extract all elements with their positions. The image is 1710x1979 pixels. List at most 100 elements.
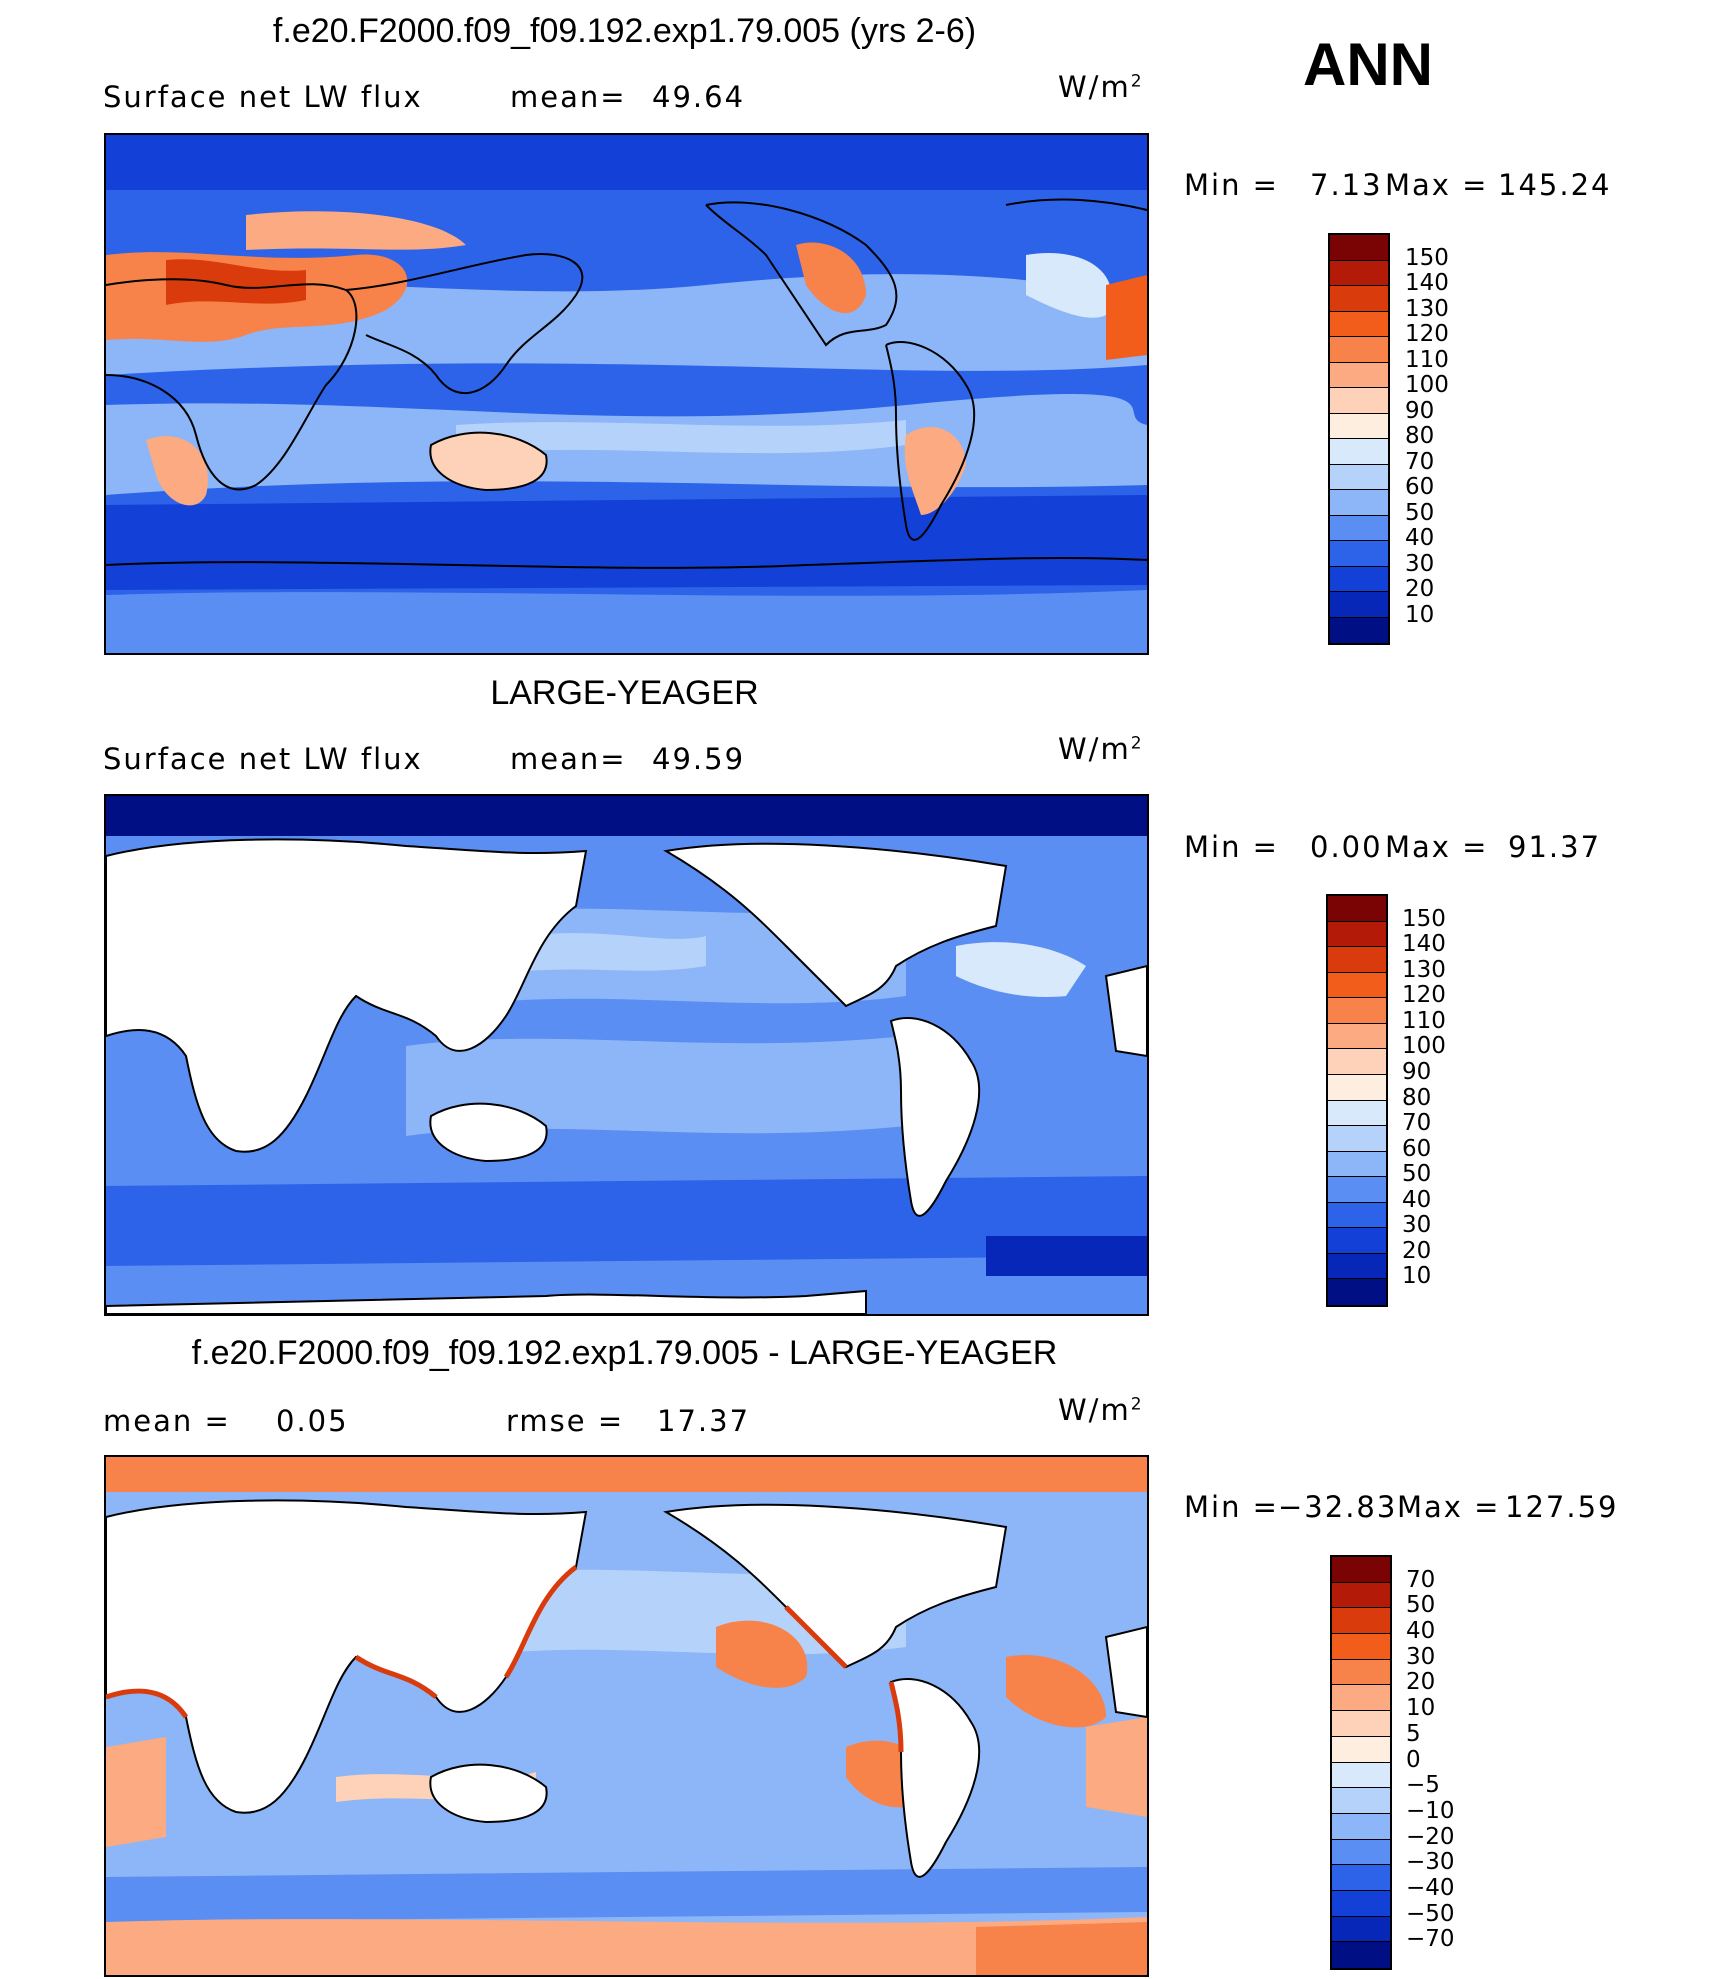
panel3-colorbar [1330, 1555, 1392, 1970]
panel1-min-label: Min = [1184, 168, 1279, 202]
colorbar-swatch [1328, 1151, 1386, 1178]
colorbar-swatch [1332, 1685, 1390, 1712]
colorbar-tick-label: 70 [1406, 1566, 1436, 1593]
colorbar-tick-label: −5 [1406, 1772, 1440, 1799]
colorbar-swatch [1332, 1634, 1390, 1660]
panel3-min-label: Min = [1184, 1490, 1279, 1524]
panel3-map [104, 1455, 1149, 1977]
panel3-title: f.e20.F2000.f09_f09.192.exp1.79.005 - LA… [191, 1334, 1058, 1372]
colorbar-swatch [1330, 617, 1388, 643]
colorbar-tick-label: 90 [1405, 397, 1435, 424]
colorbar-swatch [1328, 1228, 1386, 1254]
unit-exp: 2 [1130, 1394, 1144, 1415]
unit-exp: 2 [1130, 71, 1144, 92]
colorbar-swatch [1328, 947, 1386, 973]
colorbar-swatch [1328, 1100, 1386, 1127]
panel2-title: LARGE-YEAGER [490, 674, 759, 712]
colorbar-swatch [1332, 1865, 1390, 1891]
colorbar-swatch [1330, 337, 1388, 363]
colorbar-swatch [1332, 1736, 1390, 1763]
colorbar-tick-label: 30 [1405, 550, 1435, 577]
panel3-max-label: Max = [1397, 1490, 1501, 1524]
colorbar-swatch [1328, 896, 1386, 922]
panel1-mean-value: 49.64 [652, 80, 746, 114]
colorbar-swatch [1332, 1839, 1390, 1866]
colorbar-tick-label: 60 [1405, 474, 1435, 500]
colorbar-tick-label: 130 [1402, 956, 1446, 983]
colorbar-tick-label: 0 [1406, 1746, 1421, 1773]
colorbar-swatch [1330, 566, 1388, 592]
colorbar-swatch [1332, 1762, 1390, 1789]
panel3-mean-label: mean = [103, 1404, 231, 1438]
colorbar-tick-label: 50 [1402, 1161, 1432, 1188]
colorbar-swatch [1328, 1049, 1386, 1075]
colorbar-swatch [1330, 592, 1388, 618]
unit-exp: 2 [1130, 733, 1144, 754]
colorbar-tick-label: 10 [1405, 601, 1435, 628]
panel3-rmse-label: rmse = [506, 1404, 625, 1438]
colorbar-tick-label: 70 [1405, 448, 1435, 475]
panel1-max-label: Max = [1385, 168, 1489, 202]
colorbar-tick-label: −40 [1406, 1874, 1455, 1901]
panel2-max-value: 91.37 [1508, 830, 1602, 864]
season-label: ANN [1303, 31, 1433, 98]
colorbar-swatch [1328, 972, 1386, 999]
colorbar-tick-label: 110 [1402, 1007, 1446, 1034]
colorbar-tick-label: 80 [1402, 1084, 1432, 1111]
panel2-variable-label: Surface net LW flux [103, 742, 423, 776]
colorbar-swatch [1328, 998, 1386, 1024]
colorbar-tick-label: 5 [1406, 1720, 1421, 1747]
colorbar-tick-label: 30 [1406, 1643, 1436, 1670]
colorbar-tick-label: 150 [1402, 905, 1446, 932]
panel2-units: W/m2 [1058, 732, 1144, 766]
colorbar-swatch [1332, 1711, 1390, 1737]
colorbar-swatch [1330, 541, 1388, 567]
colorbar-swatch [1328, 1177, 1386, 1203]
colorbar-tick-label: 80 [1405, 423, 1435, 449]
colorbar-tick-label: 100 [1402, 1033, 1446, 1060]
panel2-min-label: Min = [1184, 830, 1279, 864]
colorbar-swatch [1332, 1659, 1390, 1686]
colorbar-tick-label: −10 [1406, 1797, 1455, 1824]
colorbar-swatch [1330, 286, 1388, 312]
unit-base: W/m [1058, 1393, 1131, 1427]
colorbar-swatch [1330, 464, 1388, 490]
colorbar-swatch [1328, 921, 1386, 948]
panel2-mean-label: mean= [510, 742, 627, 776]
panel3-max-value: 127.59 [1505, 1490, 1619, 1524]
colorbar-tick-label: 70 [1402, 1110, 1432, 1137]
panel1-map [104, 133, 1149, 655]
colorbar-tick-label: 20 [1405, 576, 1435, 602]
colorbar-tick-label: −20 [1406, 1823, 1455, 1850]
colorbar-tick-label: 30 [1402, 1212, 1432, 1239]
colorbar-swatch [1328, 1023, 1386, 1050]
colorbar-swatch [1330, 311, 1388, 337]
colorbar-tick-label: 110 [1405, 346, 1449, 373]
colorbar-tick-label: 40 [1402, 1186, 1432, 1213]
colorbar-tick-label: 10 [1406, 1695, 1436, 1722]
colorbar-tick-label: −70 [1406, 1926, 1455, 1953]
colorbar-swatch [1330, 260, 1388, 286]
colorbar-swatch [1328, 1126, 1386, 1152]
colorbar-tick-label: 50 [1405, 499, 1435, 526]
panel1-title: f.e20.F2000.f09_f09.192.exp1.79.005 (yrs… [272, 12, 977, 50]
panel3-min-value: −32.83 [1278, 1490, 1398, 1524]
panel2-map [104, 794, 1149, 1316]
colorbar-swatch [1332, 1916, 1390, 1943]
panel3-rmse-value: 17.37 [657, 1404, 751, 1438]
colorbar-swatch [1332, 1890, 1390, 1917]
colorbar-tick-label: 150 [1405, 244, 1449, 271]
colorbar-tick-label: 130 [1405, 295, 1449, 322]
colorbar-swatch [1332, 1582, 1390, 1609]
colorbar-swatch [1330, 413, 1388, 439]
colorbar-swatch [1330, 439, 1388, 465]
colorbar-swatch [1328, 1202, 1386, 1229]
colorbar-tick-label: 50 [1406, 1592, 1436, 1619]
colorbar-tick-label: 100 [1405, 372, 1449, 398]
colorbar-tick-label: 40 [1406, 1618, 1436, 1645]
colorbar-tick-label: −30 [1406, 1849, 1455, 1876]
colorbar-swatch [1332, 1788, 1390, 1814]
colorbar-swatch [1328, 1253, 1386, 1280]
colorbar-tick-label: 90 [1402, 1058, 1432, 1085]
panel2-min-value: 0.00 [1310, 830, 1383, 864]
